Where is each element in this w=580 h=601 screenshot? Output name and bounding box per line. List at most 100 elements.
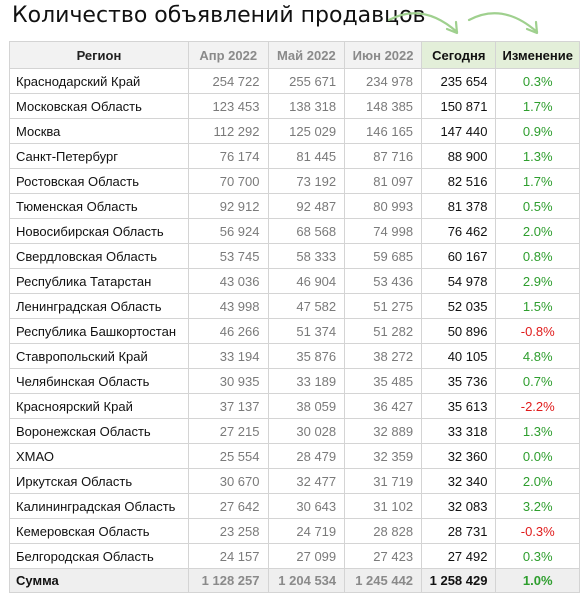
today-cell: 27 492 (421, 543, 497, 569)
arrow-decoration-icon (387, 12, 539, 35)
today-cell: 60 167 (421, 243, 497, 269)
may-cell: 24 719 (267, 518, 346, 544)
today-cell: 40 105 (421, 343, 497, 369)
region-cell: Санкт-Петербург (9, 143, 189, 169)
total-apr: 1 128 257 (187, 568, 269, 593)
apr-cell: 112 292 (187, 118, 269, 144)
column-header-today[interactable]: Сегодня (421, 41, 497, 69)
jun-cell: 28 828 (344, 518, 423, 544)
apr-cell: 46 266 (187, 318, 269, 344)
header-row: Регион Апр 2022 Май 2022 Июн 2022 Сегодн… (9, 41, 580, 69)
column-header-jun[interactable]: Июн 2022 (344, 41, 423, 69)
apr-cell: 56 924 (187, 218, 269, 244)
today-cell: 35 736 (421, 368, 497, 394)
jun-cell: 81 097 (344, 168, 423, 194)
may-cell: 28 479 (267, 443, 346, 469)
jun-cell: 87 716 (344, 143, 423, 169)
region-cell: ХМАО (9, 443, 189, 469)
total-today: 1 258 429 (421, 568, 497, 593)
table-row: Республика Башкортостан 46 266 51 374 51 28… (9, 318, 580, 344)
table-row: Новосибирская Область 56 924 68 568 74 998 7… (9, 218, 580, 244)
region-cell: Кемеровская Область (9, 518, 189, 544)
may-cell: 92 487 (267, 193, 346, 219)
apr-cell: 23 258 (187, 518, 269, 544)
table-row: Ставропольский Край 33 194 35 876 38 272 40 … (9, 343, 580, 369)
change-cell: 1.3% (495, 418, 580, 444)
apr-cell: 25 554 (187, 443, 269, 469)
today-cell: 33 318 (421, 418, 497, 444)
change-cell: 3.2% (495, 493, 580, 519)
change-cell: -0.8% (495, 318, 580, 344)
apr-cell: 33 194 (187, 343, 269, 369)
change-cell: 0.9% (495, 118, 580, 144)
may-cell: 255 671 (267, 68, 346, 94)
apr-cell: 37 137 (187, 393, 269, 419)
may-cell: 138 318 (267, 93, 346, 119)
region-cell: Республика Башкортостан (9, 318, 189, 344)
apr-cell: 43 998 (187, 293, 269, 319)
table-row: Красноярский Край 37 137 38 059 36 427 35 61… (9, 393, 580, 419)
column-header-may[interactable]: Май 2022 (267, 41, 346, 69)
today-cell: 32 083 (421, 493, 497, 519)
change-cell: 0.3% (495, 543, 580, 569)
today-cell: 150 871 (421, 93, 497, 119)
may-cell: 32 477 (267, 468, 346, 494)
today-cell: 50 896 (421, 318, 497, 344)
apr-cell: 24 157 (187, 543, 269, 569)
may-cell: 81 445 (267, 143, 346, 169)
jun-cell: 53 436 (344, 268, 423, 294)
region-cell: Воронежская Область (9, 418, 189, 444)
table-row: Челябинская Область 30 935 33 189 35 485 35 … (9, 368, 580, 394)
table-row: Иркутская Область 30 670 32 477 31 719 32 34… (9, 468, 580, 494)
today-cell: 147 440 (421, 118, 497, 144)
column-header-region[interactable]: Регион (9, 41, 189, 69)
table-row: ХМАО 25 554 28 479 32 359 32 360 0.0% (9, 443, 580, 469)
jun-cell: 31 719 (344, 468, 423, 494)
jun-cell: 36 427 (344, 393, 423, 419)
table-row: Ленинградская Область 43 998 47 582 51 275 5… (9, 293, 580, 319)
change-cell: -2.2% (495, 393, 580, 419)
change-cell: 1.7% (495, 93, 580, 119)
may-cell: 46 904 (267, 268, 346, 294)
jun-cell: 51 282 (344, 318, 423, 344)
change-cell: 0.3% (495, 68, 580, 94)
may-cell: 33 189 (267, 368, 346, 394)
today-cell: 52 035 (421, 293, 497, 319)
jun-cell: 27 423 (344, 543, 423, 569)
today-cell: 235 654 (421, 68, 497, 94)
today-cell: 82 516 (421, 168, 497, 194)
change-cell: 1.3% (495, 143, 580, 169)
table-row: Тюменская Область 92 912 92 487 80 993 81 37… (9, 193, 580, 219)
apr-cell: 30 670 (187, 468, 269, 494)
apr-cell: 123 453 (187, 93, 269, 119)
may-cell: 51 374 (267, 318, 346, 344)
may-cell: 73 192 (267, 168, 346, 194)
apr-cell: 30 935 (187, 368, 269, 394)
apr-cell: 27 215 (187, 418, 269, 444)
region-cell: Тюменская Область (9, 193, 189, 219)
region-cell: Красноярский Край (9, 393, 189, 419)
table-row: Белгородская Область 24 157 27 099 27 423 27… (9, 543, 580, 569)
table-row: Московская Область 123 453 138 318 148 385 1… (9, 93, 580, 119)
jun-cell: 51 275 (344, 293, 423, 319)
today-cell: 35 613 (421, 393, 497, 419)
column-header-apr[interactable]: Апр 2022 (187, 41, 269, 69)
apr-cell: 76 174 (187, 143, 269, 169)
change-cell: 0.5% (495, 193, 580, 219)
jun-cell: 32 359 (344, 443, 423, 469)
region-cell: Иркутская Область (9, 468, 189, 494)
region-cell: Белгородская Область (9, 543, 189, 569)
column-header-change[interactable]: Изменение (495, 41, 580, 69)
region-cell: Челябинская Область (9, 368, 189, 394)
page-title: Количество объявлений продавцов (12, 3, 426, 28)
may-cell: 68 568 (267, 218, 346, 244)
region-cell: Калининградская Область (9, 493, 189, 519)
today-cell: 28 731 (421, 518, 497, 544)
may-cell: 38 059 (267, 393, 346, 419)
change-cell: 1.5% (495, 293, 580, 319)
change-cell: 2.0% (495, 468, 580, 494)
change-cell: -0.3% (495, 518, 580, 544)
may-cell: 47 582 (267, 293, 346, 319)
jun-cell: 38 272 (344, 343, 423, 369)
region-cell: Свердловская Область (9, 243, 189, 269)
